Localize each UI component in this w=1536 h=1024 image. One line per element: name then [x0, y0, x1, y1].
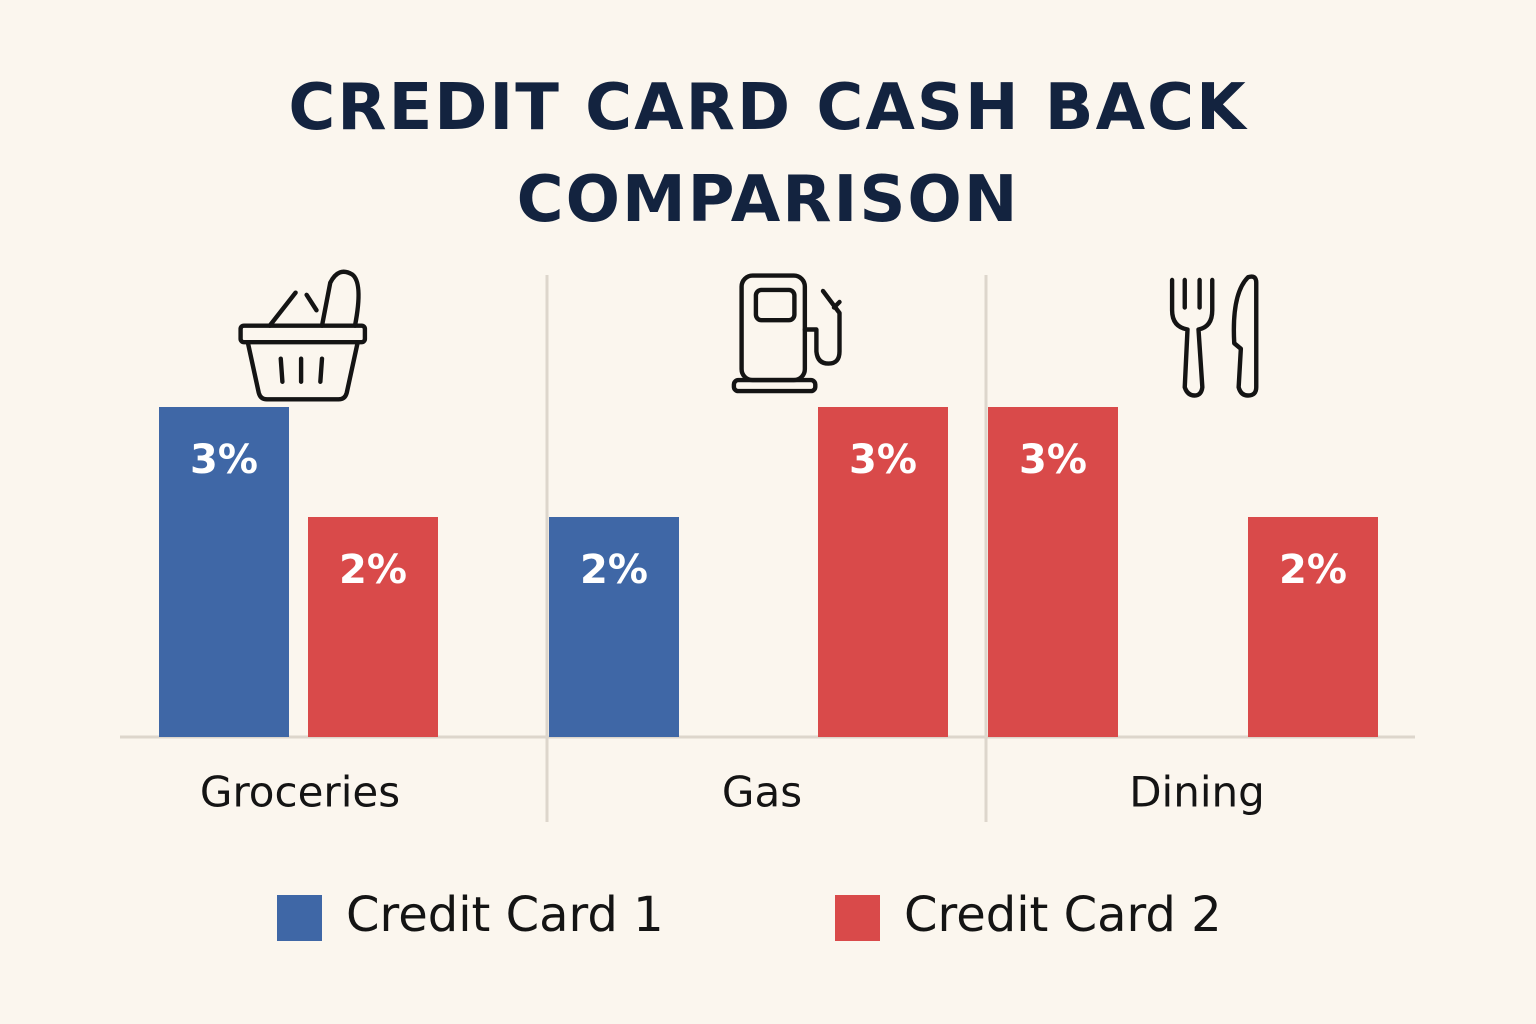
x-tick-label: Dining	[1129, 768, 1265, 817]
value-label: 2%	[1279, 547, 1347, 593]
bar	[159, 407, 289, 737]
gas-pump-icon	[731, 273, 842, 394]
bar	[988, 407, 1118, 737]
value-label: 3%	[190, 437, 258, 483]
value-label: 2%	[580, 547, 648, 593]
value-label: 2%	[339, 547, 407, 593]
value-label: 3%	[849, 437, 917, 483]
bar	[308, 517, 438, 737]
x-tick-label: Gas	[722, 768, 802, 817]
bar	[1248, 517, 1378, 737]
legend-swatch	[835, 895, 880, 941]
bar	[818, 407, 948, 737]
value-label: 3%	[1019, 437, 1087, 483]
legend-swatch	[277, 895, 322, 941]
legend-label: Credit Card 2	[904, 887, 1222, 943]
legend-label: Credit Card 1	[346, 887, 664, 943]
basket-icon	[238, 269, 368, 402]
chart-title: CREDIT CARD CASH BACK COMPARISON	[288, 71, 1248, 237]
bar	[549, 517, 679, 737]
x-tick-label: Groceries	[200, 768, 400, 817]
utensils-icon	[1169, 274, 1259, 398]
